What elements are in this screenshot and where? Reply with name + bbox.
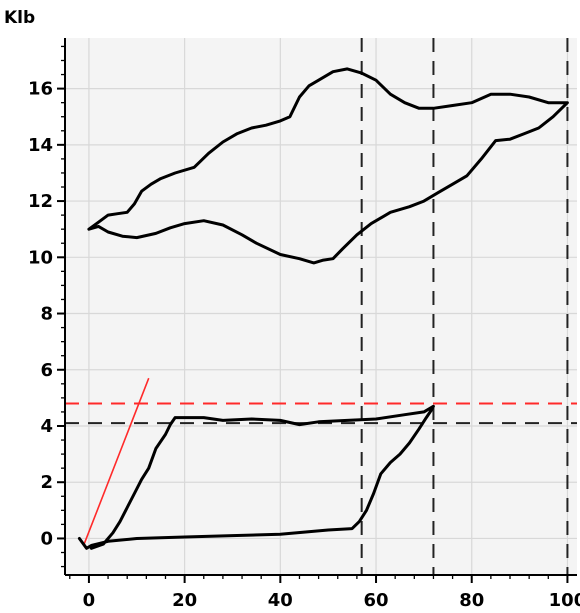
x-tick-label: 0 (83, 590, 96, 611)
tick-labels: 0 2 4 6 8 10 12 14 16 0 20 40 60 80 100 (28, 79, 580, 611)
curve-line (77, 404, 435, 550)
data-series (77, 67, 569, 550)
x-tick-label: 80 (459, 590, 484, 611)
y-tick-label: 6 (40, 360, 53, 381)
y-tick-label: 2 (40, 472, 53, 493)
x-tick-label: 40 (268, 590, 293, 611)
x-tick-label: 60 (363, 590, 388, 611)
curve-line (87, 67, 569, 265)
y-tick-label: 14 (28, 135, 53, 156)
y-tick-label: 4 (40, 416, 53, 437)
red-slope-line (83, 377, 150, 545)
y-axis-unit-label: Klb (4, 8, 35, 28)
axes (57, 38, 577, 583)
y-tick-label: 12 (28, 191, 53, 212)
y-tick-label: 8 (40, 304, 53, 325)
y-tick-label: 16 (28, 79, 53, 100)
x-tick-label: 20 (172, 590, 197, 611)
y-tick-label: 10 (28, 247, 53, 268)
y-tick-label: 0 (40, 528, 53, 549)
x-tick-label: 100 (549, 590, 580, 611)
plot-background (65, 38, 577, 575)
